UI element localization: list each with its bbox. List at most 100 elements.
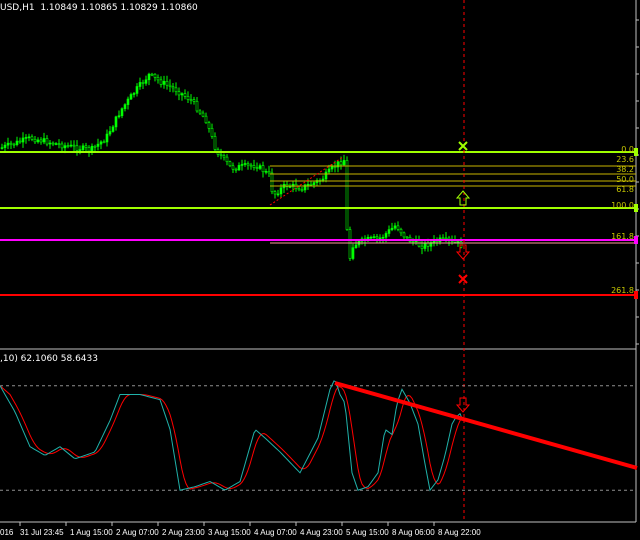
candle-bear [402,232,406,238]
candle-bull [288,186,292,188]
candle-bull [384,233,388,238]
candle-bull [303,184,307,191]
candle-bull [36,139,40,143]
candle-bull [315,180,319,183]
time-label: 5 Aug 15:00 [346,528,389,537]
fibo-label-100: 100.0 [611,201,634,210]
candle-bear [345,160,349,230]
candle-bear [261,165,265,173]
candle-bear [156,77,160,81]
candle-bull [381,236,385,239]
candle-bear [171,86,175,89]
candle-bull [108,131,112,135]
candle-bear [72,144,76,147]
fibo-label-0: 0.0 [621,145,634,154]
candle-bull [330,166,334,170]
candle-bear [441,237,445,240]
candle-bull [99,141,103,145]
candle-bull [132,93,136,95]
candle-bull [117,115,121,118]
candle-bull [6,142,10,146]
candle-bear [51,142,55,145]
candle-bull [312,182,316,185]
candle-bear [174,87,178,93]
candle-bull [48,142,52,145]
time-label: 2 Aug 23:00 [162,528,205,537]
candle-bull [372,236,376,238]
candle-bear [30,136,34,140]
fibo-label-261: 261.8 [611,286,634,295]
arrow-down-icon [455,244,471,260]
candle-bull [24,137,28,139]
cross-icon [458,274,468,284]
indicator-title: ,10) 62.1060 58.6433 [0,354,98,364]
candle-bear [348,229,352,259]
candle-bull [129,94,133,100]
candle-bull [243,163,247,165]
candle-bull [279,187,283,195]
candle-bear [267,171,271,174]
candle-bull [135,86,139,94]
candle-bull [63,145,67,149]
candle-bear [444,237,448,240]
candle-bull [354,244,358,248]
candle-bear [396,225,400,230]
candle-bull [126,98,130,105]
trend-line [334,381,638,470]
candle-bear [186,96,190,100]
fibo-trend-line [269,156,344,206]
candle-bull [393,225,397,229]
candle-bull [114,116,118,128]
fibo-label-161: 161.8 [611,232,634,241]
candle-bear [66,145,70,147]
candle-bull [54,143,58,145]
signal-line [0,385,463,490]
candle-bull [378,237,382,240]
candle-bull [105,133,109,143]
candle-bear [9,142,13,145]
price-marker [634,291,638,299]
candle-bear [192,99,196,102]
candle-bull [81,145,85,150]
candle-bear [159,79,163,85]
candle-bear [309,183,313,186]
arrow-up-icon [455,190,471,206]
symbol-label: USD,H1 [0,3,35,13]
time-label: 4 Aug 07:00 [254,528,297,537]
candle-bear [246,163,250,166]
candle-bull [111,126,115,132]
candle-bear [297,188,301,191]
fibo-label-61: 61.8 [616,185,634,194]
candle-bull [258,165,262,169]
fibo-label-38: 38.2 [616,165,634,174]
candle-bear [198,110,202,114]
candle-bear [231,165,235,170]
candle-bull [78,149,82,151]
candle-bull [351,247,355,259]
candle-bear [84,145,88,148]
candle-bear [189,99,193,101]
candle-bull [3,144,7,148]
candle-bull [21,137,25,143]
candle-bear [249,164,253,167]
candle-bull [180,93,184,96]
candle-bear [228,161,232,167]
candle-bear [39,139,43,143]
fibo-label-23: 23.6 [616,155,634,164]
candle-bull [96,143,100,147]
candle-bear [234,168,238,171]
time-label: 3 Aug 15:00 [208,528,251,537]
candle-bull [138,82,142,87]
candle-bull [369,236,373,239]
candle-bear [213,136,217,150]
candle-bull [423,242,427,249]
candle-bear [141,82,145,84]
time-label: 4 Aug 23:00 [300,528,343,537]
candle-bear [405,236,409,239]
candle-bull [390,227,394,230]
candle-bear [207,122,211,129]
candle-bear [285,183,289,187]
candle-bear [222,155,226,158]
candle-bear [219,154,223,156]
